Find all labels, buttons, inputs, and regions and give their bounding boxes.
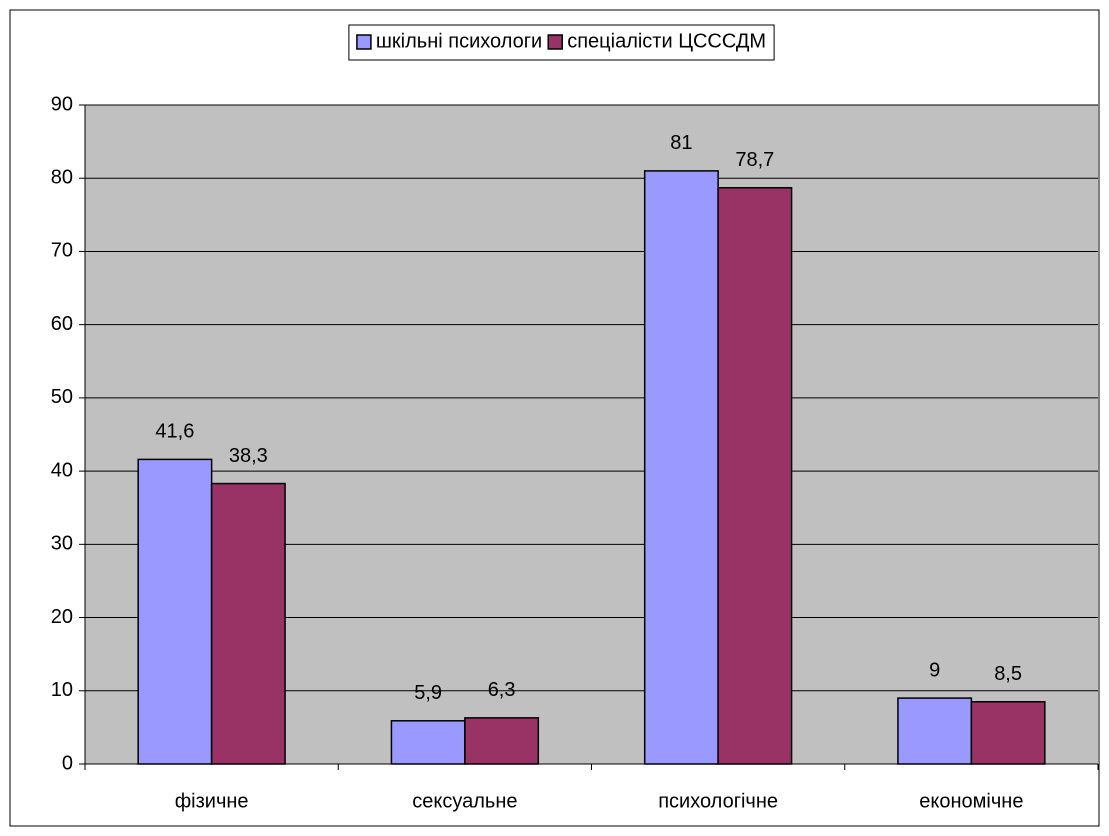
data-label: 6,3 — [488, 679, 516, 701]
y-tick-label: 60 — [51, 313, 73, 335]
legend-label: спеціалісти ЦСССДМ — [567, 30, 766, 52]
x-tick-label: економічне — [919, 790, 1023, 812]
bar — [210, 482, 286, 765]
data-label: 9 — [929, 659, 940, 681]
y-tick-label: 30 — [51, 533, 73, 555]
data-label: 8,5 — [994, 663, 1022, 685]
bar — [643, 170, 719, 765]
bar — [970, 701, 1046, 765]
y-tick-label: 90 — [51, 93, 73, 115]
legend-swatch — [547, 34, 563, 50]
bar — [717, 186, 793, 765]
y-tick-label: 80 — [51, 167, 73, 189]
y-tick-label: 0 — [62, 752, 73, 774]
bar — [390, 720, 466, 765]
x-tick-label: психологічне — [658, 790, 778, 812]
x-tick-label: фізичне — [175, 790, 249, 812]
data-label: 5,9 — [414, 682, 442, 704]
bar — [137, 458, 213, 765]
data-label: 41,6 — [155, 421, 194, 443]
data-label: 78,7 — [735, 149, 774, 171]
bar — [464, 717, 540, 765]
y-tick-label: 70 — [51, 240, 73, 262]
legend-label: шкільні психологи — [376, 30, 542, 52]
data-label: 38,3 — [229, 445, 268, 467]
y-tick-label: 40 — [51, 459, 73, 481]
y-tick-label: 50 — [51, 386, 73, 408]
x-tick-label: сексуальне — [412, 790, 517, 812]
y-tick-label: 10 — [51, 679, 73, 701]
legend-swatch — [356, 34, 372, 50]
y-tick-label: 20 — [51, 606, 73, 628]
bar — [897, 697, 973, 765]
data-label: 81 — [670, 132, 692, 154]
